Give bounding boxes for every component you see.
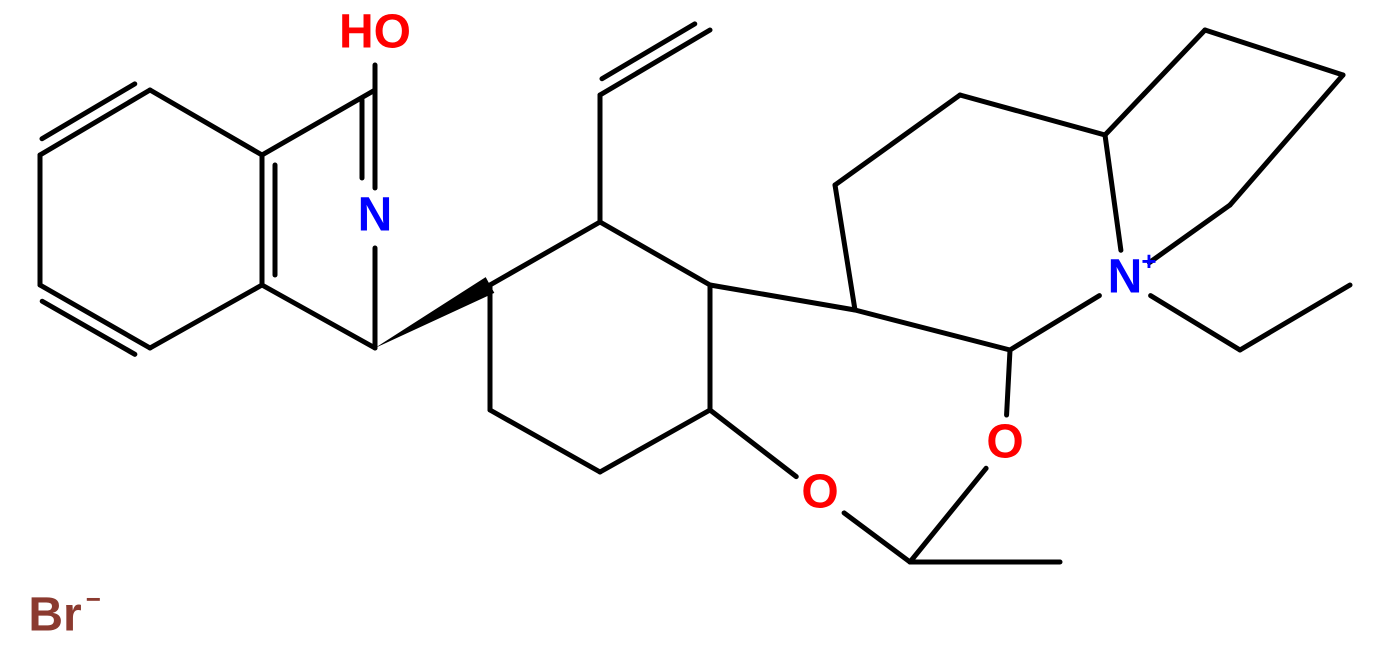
atom-n2: N (1108, 251, 1143, 304)
atom-n2-charge: + (1141, 246, 1156, 276)
molecule-canvas: NHOBr−OON+ (0, 0, 1383, 672)
atom-o1: HO (339, 6, 411, 59)
atom-o2: O (801, 466, 838, 519)
atom-n1: N (358, 189, 393, 242)
atom-o3: O (986, 416, 1023, 469)
atom-br-charge: − (86, 584, 101, 614)
bonds-layer (40, 24, 1350, 562)
atom-br: Br (28, 589, 81, 642)
